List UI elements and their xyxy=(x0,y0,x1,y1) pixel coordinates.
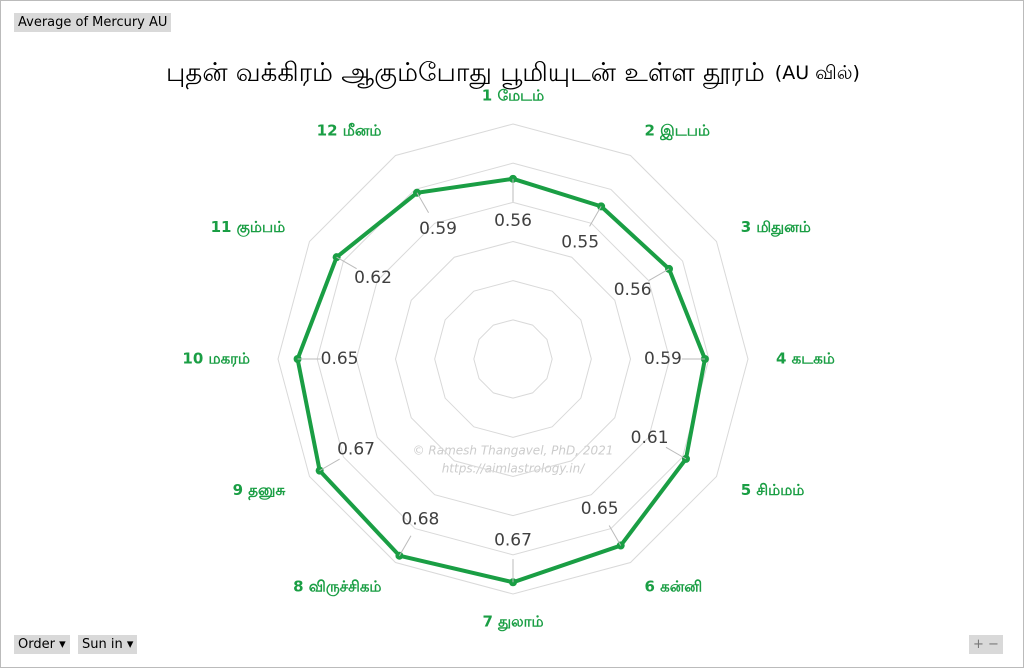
grid-ring xyxy=(434,280,592,438)
data-label: 0.67 xyxy=(494,530,532,550)
category-label: 12 மீனம் xyxy=(317,122,382,140)
data-label: 0.61 xyxy=(631,428,669,448)
data-label: 0.62 xyxy=(354,268,392,288)
data-label: 0.59 xyxy=(644,349,682,369)
filter-button[interactable]: Sun in ▾ xyxy=(78,635,138,654)
data-label: 0.55 xyxy=(561,233,599,253)
filter-label: Sun in xyxy=(82,637,123,652)
leader-line xyxy=(319,458,340,472)
category-label: 3 மிதுனம் xyxy=(741,218,811,237)
data-label: 0.59 xyxy=(419,219,457,239)
data-label: 0.56 xyxy=(494,211,532,231)
category-label: 9 தனுசு xyxy=(233,481,286,500)
filter-button[interactable]: Order ▾ xyxy=(14,635,70,654)
chart-title: புதன் வக்கிரம் ஆகும்போது பூமியுடன் உள்ள … xyxy=(166,58,860,89)
category-label: 1 மேடம் xyxy=(482,87,544,105)
watermark: https://aimlastrology.in/ xyxy=(442,462,587,476)
category-label: 7 துலாம் xyxy=(482,613,543,632)
category-label: 8 விருச்சிகம் xyxy=(293,577,381,596)
filter-label: Order xyxy=(18,637,55,652)
data-label: 0.56 xyxy=(614,280,652,300)
zoom-buttons[interactable]: + − xyxy=(969,635,1003,654)
leader-line xyxy=(608,525,622,546)
data-label: 0.68 xyxy=(401,509,439,529)
leader-line xyxy=(589,206,602,227)
data-label: 0.65 xyxy=(321,349,359,369)
data-label: 0.65 xyxy=(581,499,619,519)
leader-line xyxy=(336,256,357,270)
grid-ring xyxy=(277,123,749,595)
title-unit: (AU வில்) xyxy=(775,62,860,84)
category-label: 10 மகரம் xyxy=(182,350,250,368)
data-label: 0.67 xyxy=(337,440,375,460)
leader-line xyxy=(416,192,430,214)
category-label: 6 கன்னி xyxy=(645,577,703,595)
leader-line xyxy=(648,268,670,281)
pivot-field-button[interactable]: Average of Mercury AU xyxy=(14,13,172,32)
grid-ring xyxy=(473,319,553,399)
category-label: 11 கும்பம் xyxy=(211,218,286,237)
leader-line xyxy=(665,446,687,460)
category-label: 2 இடபம் xyxy=(645,122,710,141)
grid-ring xyxy=(355,201,671,517)
category-label: 5 சிம்மம் xyxy=(741,481,805,499)
leader-line xyxy=(398,535,412,556)
category-label: 4 கடகம் xyxy=(776,350,835,368)
series-line xyxy=(295,176,707,585)
title-main: புதன் வக்கிரம் ஆகும்போது பூமியுடன் உள்ள … xyxy=(166,58,765,89)
watermark: © Ramesh Thangavel, PhD, 2021 xyxy=(413,444,614,458)
grid-ring xyxy=(394,240,632,478)
